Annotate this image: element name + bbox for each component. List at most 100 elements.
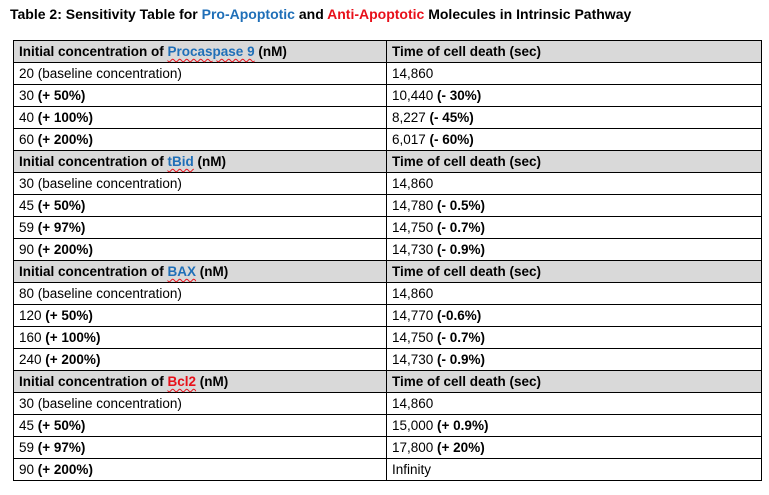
concentration-value: 60	[19, 132, 38, 147]
header-unit: (nM)	[196, 374, 229, 389]
molecule-name: tBid	[167, 154, 194, 169]
concentration-change: (+ 200%)	[37, 462, 93, 477]
header-prefix: Initial concentration of	[19, 154, 168, 169]
time-value: 10,440	[392, 88, 438, 103]
table-row: 59 (+ 97%) 17,800 (+ 20%)	[13, 436, 762, 459]
time-value: 14,750	[392, 330, 438, 345]
concentration-change: (+ 200%)	[37, 132, 93, 147]
time-change: (-0.6%)	[437, 308, 482, 323]
concentration-change: (+ 97%)	[37, 220, 86, 235]
table-row: 160 (+ 100%) 14,750 (- 0.7%)	[13, 326, 762, 349]
time-cell: 14,860	[386, 392, 762, 415]
header-prefix: Initial concentration of	[19, 264, 168, 279]
concentration-change: (+ 50%)	[37, 198, 86, 213]
time-change: (- 60%)	[429, 132, 474, 147]
concentration-cell: 30 (+ 50%)	[13, 84, 387, 107]
sensitivity-table: Initial concentration of Procaspase 9 (n…	[13, 40, 762, 481]
time-cell: 15,000 (+ 0.9%)	[386, 414, 762, 437]
table-row: 45 (+ 50%) 15,000 (+ 0.9%)	[13, 414, 762, 437]
header-prefix: Initial concentration of	[19, 374, 168, 389]
table-row: 30 (+ 50%) 10,440 (- 30%)	[13, 84, 762, 107]
table-row: 20 (baseline concentration) 14,860	[13, 62, 762, 85]
time-value: Infinity	[392, 462, 432, 477]
time-cell: 14,750 (- 0.7%)	[386, 326, 762, 349]
concentration-value: 40	[19, 110, 38, 125]
concentration-cell: 90 (+ 200%)	[13, 238, 387, 261]
time-change: (- 0.5%)	[437, 198, 486, 213]
time-value: 15,000	[392, 418, 438, 433]
caption-and: and	[294, 6, 328, 22]
molecule-name: Procaspase 9	[167, 44, 255, 59]
concentration-value: 45	[19, 198, 38, 213]
section-header-row: Initial concentration of Bcl2 (nM) Time o…	[13, 370, 762, 393]
table-row: 59 (+ 97%) 14,750 (- 0.7%)	[13, 216, 762, 239]
header-concentration: Initial concentration of tBid (nM)	[13, 150, 387, 173]
time-cell: 14,770 (-0.6%)	[386, 304, 762, 327]
concentration-change: (+ 100%)	[45, 330, 101, 345]
time-value: 14,730	[392, 242, 438, 257]
concentration-cell: 20 (baseline concentration)	[13, 62, 387, 85]
header-concentration: Initial concentration of Bcl2 (nM)	[13, 370, 387, 393]
time-cell: 14,860	[386, 172, 762, 195]
table-caption: Table 2: Sensitivity Table for Pro-Apopt…	[10, 6, 631, 22]
header-time: Time of cell death (sec)	[386, 370, 762, 393]
time-cell: Infinity	[386, 458, 762, 481]
molecule-name: Bcl2	[167, 374, 197, 389]
table-row: 40 (+ 100%) 8,227 (- 45%)	[13, 106, 762, 129]
table-row: 45 (+ 50%) 14,780 (- 0.5%)	[13, 194, 762, 217]
time-change: (- 0.9%)	[437, 352, 486, 367]
concentration-cell: 30 (baseline concentration)	[13, 172, 387, 195]
concentration-cell: 160 (+ 100%)	[13, 326, 387, 349]
header-unit: (nM)	[254, 44, 287, 59]
concentration-change: (+ 50%)	[37, 88, 86, 103]
concentration-value: 30 (baseline concentration)	[19, 176, 182, 191]
table-row: 120 (+ 50%) 14,770 (-0.6%)	[13, 304, 762, 327]
concentration-cell: 59 (+ 97%)	[13, 216, 387, 239]
time-value: 14,860	[392, 286, 434, 301]
section-header-row: Initial concentration of tBid (nM) Time o…	[13, 150, 762, 173]
time-cell: 14,750 (- 0.7%)	[386, 216, 762, 239]
concentration-value: 30 (baseline concentration)	[19, 396, 182, 411]
concentration-value: 90	[19, 242, 38, 257]
concentration-cell: 40 (+ 100%)	[13, 106, 387, 129]
time-change: (- 0.7%)	[437, 220, 486, 235]
table-row: 30 (baseline concentration) 14,860	[13, 392, 762, 415]
concentration-value: 80 (baseline concentration)	[19, 286, 182, 301]
time-cell: 14,860	[386, 62, 762, 85]
time-cell: 14,730 (- 0.9%)	[386, 348, 762, 371]
time-value: 14,730	[392, 352, 438, 367]
table-row: 90 (+ 200%) 14,730 (- 0.9%)	[13, 238, 762, 261]
concentration-change: (+ 97%)	[37, 440, 86, 455]
concentration-cell: 90 (+ 200%)	[13, 458, 387, 481]
concentration-cell: 80 (baseline concentration)	[13, 282, 387, 305]
caption-suffix: Molecules in Intrinsic Pathway	[424, 6, 632, 22]
table-row: 60 (+ 200%) 6,017 (- 60%)	[13, 128, 762, 151]
section-header-row: Initial concentration of Procaspase 9 (n…	[13, 40, 762, 63]
concentration-change: (+ 200%)	[37, 242, 93, 257]
concentration-value: 30	[19, 88, 38, 103]
time-change: (+ 0.9%)	[437, 418, 489, 433]
concentration-cell: 60 (+ 200%)	[13, 128, 387, 151]
time-value: 14,750	[392, 220, 438, 235]
header-time: Time of cell death (sec)	[386, 40, 762, 63]
time-value: 14,860	[392, 66, 434, 81]
time-cell: 10,440 (- 30%)	[386, 84, 762, 107]
concentration-value: 120	[19, 308, 46, 323]
time-cell: 14,730 (- 0.9%)	[386, 238, 762, 261]
molecule-name: BAX	[167, 264, 197, 279]
concentration-value: 160	[19, 330, 46, 345]
header-concentration: Initial concentration of Procaspase 9 (n…	[13, 40, 387, 63]
time-cell: 14,780 (- 0.5%)	[386, 194, 762, 217]
header-prefix: Initial concentration of	[19, 44, 168, 59]
concentration-value: 20 (baseline concentration)	[19, 66, 182, 81]
time-change: (+ 20%)	[437, 440, 485, 455]
concentration-cell: 240 (+ 200%)	[13, 348, 387, 371]
concentration-cell: 59 (+ 97%)	[13, 436, 387, 459]
concentration-value: 45	[19, 418, 38, 433]
time-value: 14,770	[392, 308, 438, 323]
time-value: 17,800	[392, 440, 438, 455]
concentration-change: (+ 100%)	[37, 110, 93, 125]
time-value: 6,017	[392, 132, 430, 147]
time-cell: 14,860	[386, 282, 762, 305]
table-row: 240 (+ 200%) 14,730 (- 0.9%)	[13, 348, 762, 371]
